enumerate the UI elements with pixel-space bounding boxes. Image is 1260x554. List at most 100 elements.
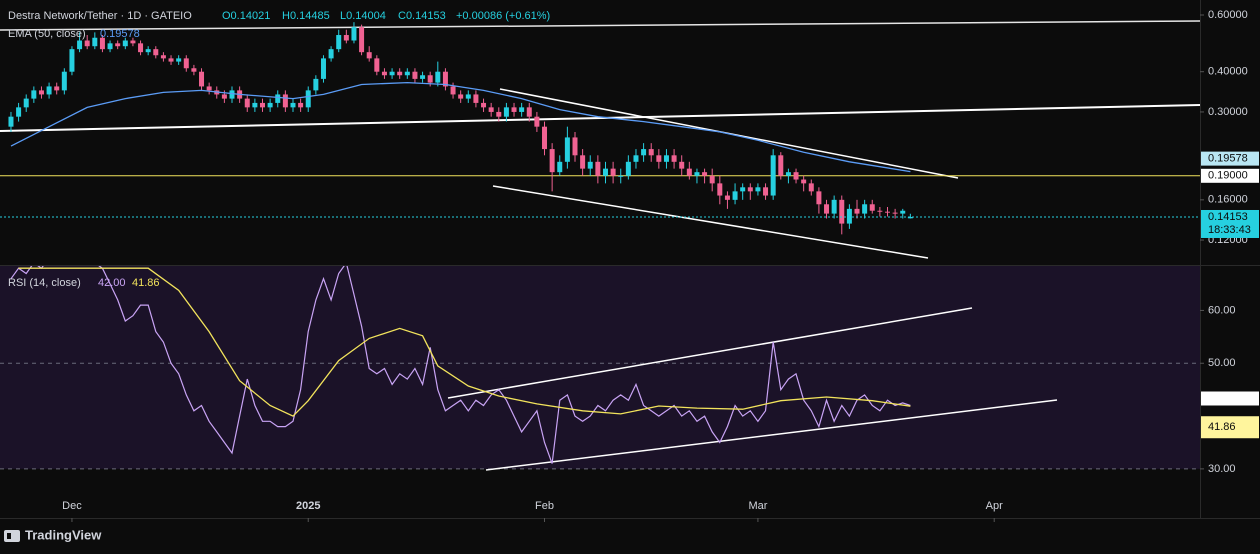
ohlc-low: L0.14004 <box>340 10 386 22</box>
candle-body <box>160 55 166 59</box>
candle-body <box>785 172 791 176</box>
candle-body <box>267 102 273 108</box>
brand-logo <box>4 530 20 542</box>
y-tick-label: 0.40000 <box>1208 66 1248 78</box>
candle-body <box>496 111 502 117</box>
x-tick-label: 2025 <box>296 500 320 512</box>
candle-body <box>427 75 433 83</box>
candle-body <box>122 40 128 47</box>
candle-body <box>244 98 250 108</box>
rsi-legend: RSI (14, close) <box>8 277 81 289</box>
candle-body <box>77 40 83 50</box>
rsi-badge-bg <box>1201 391 1259 406</box>
candle-body <box>397 71 403 76</box>
x-tick-label: Apr <box>986 500 1003 512</box>
last-price-badge: 0.14153 <box>1208 211 1248 223</box>
candle-body <box>8 116 14 127</box>
candle-body <box>519 107 525 112</box>
candle-body <box>435 71 441 83</box>
candle-body <box>564 137 570 162</box>
candle-body <box>717 183 723 196</box>
candle-body <box>313 78 319 91</box>
candle-body <box>183 58 189 69</box>
candle-body <box>839 199 845 224</box>
rsi-tick-label: 60.00 <box>1208 304 1236 316</box>
candle-body <box>763 187 769 196</box>
candle-body <box>168 58 174 62</box>
candle-body <box>770 155 776 196</box>
candle-body <box>488 107 494 112</box>
brand: TradingView <box>25 527 102 542</box>
candle-body <box>260 102 265 108</box>
candle-body <box>442 71 448 87</box>
candle-body <box>61 71 67 91</box>
candle-body <box>138 43 144 53</box>
candle-body <box>31 90 37 99</box>
candle-body <box>862 204 868 214</box>
candle-body <box>221 94 227 99</box>
candle-body <box>618 175 624 177</box>
rsi-pane <box>0 265 1200 470</box>
candle-body <box>458 94 464 99</box>
candle-body <box>343 35 349 41</box>
ema-line <box>10 81 911 173</box>
candle-body <box>816 191 822 205</box>
candle-body <box>206 86 212 91</box>
candle-body <box>824 204 830 214</box>
candle-body <box>191 68 197 72</box>
candle-body <box>381 71 387 76</box>
candle-body <box>580 155 586 169</box>
candle-body <box>69 49 75 72</box>
ema-legend: EMA (50, close) <box>8 28 86 40</box>
candle-body <box>534 116 540 127</box>
candle-body <box>420 75 426 79</box>
candle-body <box>595 161 601 176</box>
candle-body <box>54 86 60 91</box>
candle-body <box>702 172 708 176</box>
y-tick-label: 0.16000 <box>1208 194 1248 206</box>
candle-body <box>107 43 113 50</box>
candle-body <box>854 208 860 214</box>
candle-body <box>199 71 205 87</box>
candle-body <box>663 155 669 162</box>
last-price-badge-bg <box>1201 209 1259 238</box>
ema-badge: 0.19578 <box>1208 153 1248 165</box>
ema-badge-bg <box>1201 151 1259 166</box>
rsi-ma-legend-value: 41.86 <box>132 277 160 289</box>
candle-body <box>709 175 715 184</box>
candle-body <box>290 102 296 108</box>
candle-body <box>481 102 487 108</box>
candle-body <box>885 211 890 213</box>
candle-body <box>907 216 913 219</box>
candle-body <box>831 199 837 214</box>
candle-body <box>671 155 677 162</box>
price-pane <box>0 20 1200 259</box>
trend-line <box>0 20 1200 31</box>
candle-body <box>320 58 326 79</box>
candle-body <box>503 107 509 117</box>
candle-body <box>869 204 875 211</box>
candle-body <box>526 107 532 117</box>
candle-body <box>359 27 365 53</box>
rsi-tick-label: 50.00 <box>1208 357 1236 369</box>
ema-legend-value: 0.19578 <box>100 28 140 40</box>
candle-body <box>694 172 700 176</box>
candle-body <box>587 161 593 169</box>
candle-body <box>92 37 98 47</box>
candle-body <box>557 161 563 173</box>
x-tick-label: Dec <box>62 500 82 512</box>
candle-body <box>282 94 288 108</box>
rsi-band <box>0 265 1200 469</box>
rsi-lines <box>10 266 1058 471</box>
candle-body <box>801 179 807 184</box>
countdown: 18:33:43 <box>1208 224 1251 236</box>
ohlc-open: O0.14021 <box>222 10 270 22</box>
candle-body <box>351 27 357 41</box>
ohlc-change: +0.00086 (+0.61%) <box>456 10 550 22</box>
candle-body <box>648 149 654 156</box>
hline-badge: 0.19000 <box>1208 170 1248 182</box>
candle-body <box>115 43 121 47</box>
candle-body <box>229 90 235 99</box>
